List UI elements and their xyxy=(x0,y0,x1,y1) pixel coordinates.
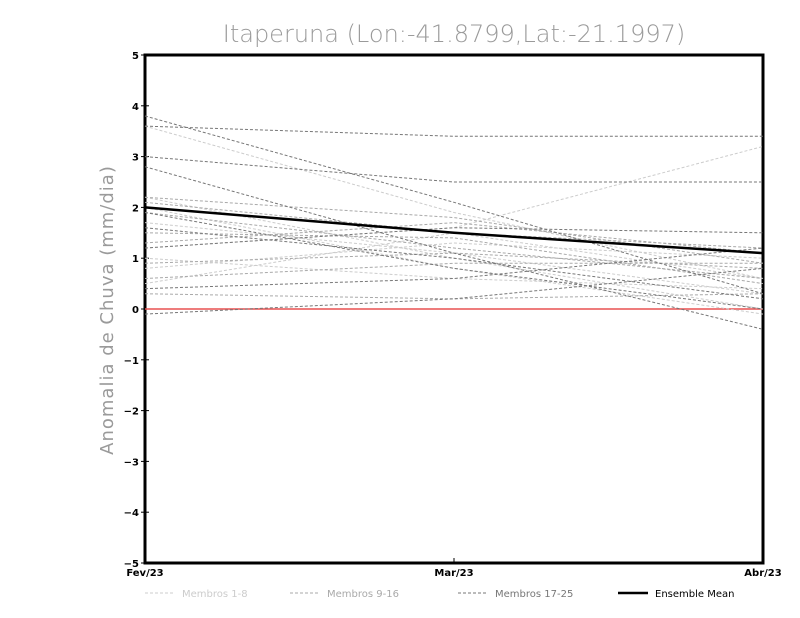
member-line-m16 xyxy=(144,232,764,285)
y-tick-label: 4 xyxy=(132,102,139,113)
member-line-m8 xyxy=(144,257,764,290)
member-line-m3 xyxy=(144,145,764,249)
legend-label: Membros 1-8 xyxy=(182,589,248,600)
member-line-m17 xyxy=(144,115,764,295)
member-line-m25 xyxy=(144,227,764,300)
member-line-m23 xyxy=(144,247,764,290)
legend-label: Membros 9-16 xyxy=(327,589,399,600)
x-tick-label: Abr/23 xyxy=(744,568,781,579)
member-line-m21 xyxy=(144,227,764,249)
member-line-m12 xyxy=(144,222,764,254)
member-line-m18 xyxy=(144,125,763,137)
legend-label: Membros 17-25 xyxy=(495,589,573,600)
y-tick-label: −4 xyxy=(124,508,139,519)
member-line-m13 xyxy=(144,211,764,280)
y-tick-label: −1 xyxy=(124,356,139,367)
chart-title: Itaperuna (Lon:-41.8799,Lat:-21.1997) xyxy=(223,20,686,48)
y-tick-label: −5 xyxy=(124,559,139,570)
member-line-m7 xyxy=(144,206,764,315)
member-line-m15 xyxy=(144,262,763,280)
member-line-m1 xyxy=(144,242,764,269)
member-line-m2 xyxy=(144,125,764,280)
y-tick-label: −3 xyxy=(124,457,139,468)
y-axis-ticks: 5 4 3 2 1 0 −1 −2 −3 −4 −5 xyxy=(124,51,149,570)
member-line-m19 xyxy=(144,156,763,183)
member-line-m11 xyxy=(144,293,764,300)
y-tick-label: 3 xyxy=(132,153,139,164)
y-axis-label: Anomalia de Chuva (mm/dia) xyxy=(97,165,118,455)
member-line-m9 xyxy=(144,196,764,264)
x-tick-label: Mar/23 xyxy=(434,568,473,579)
x-axis-ticks: Fev/23 Mar/23 Abr/23 xyxy=(126,558,782,579)
member-line-m22 xyxy=(144,211,764,310)
x-tick-label: Fev/23 xyxy=(126,568,163,579)
y-tick-label: −2 xyxy=(124,407,139,418)
legend: Membros 1-8 Membros 9-16 Membros 17-25 Ense… xyxy=(145,589,734,600)
series-lines xyxy=(144,115,764,330)
y-tick-label: 5 xyxy=(132,51,139,62)
ensemble-mean-line xyxy=(144,206,764,255)
legend-label: Ensemble Mean xyxy=(655,589,734,600)
y-tick-label: 0 xyxy=(132,305,139,316)
member-line-m14 xyxy=(144,201,764,249)
member-line-m20 xyxy=(144,166,764,330)
y-tick-label: 2 xyxy=(132,203,139,214)
y-tick-label: 1 xyxy=(132,254,139,265)
member-line-m24 xyxy=(144,267,764,315)
